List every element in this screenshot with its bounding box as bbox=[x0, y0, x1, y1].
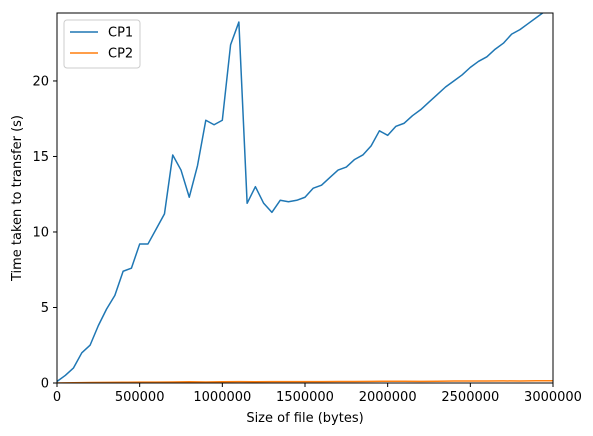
x-tick-label: 2000000 bbox=[359, 390, 417, 405]
series-line-cp1 bbox=[57, 13, 544, 383]
y-tick-label: 15 bbox=[32, 150, 49, 165]
x-axis-label: Size of file (bytes) bbox=[246, 411, 363, 426]
x-tick-label: 1000000 bbox=[193, 390, 251, 405]
y-tick-label: 0 bbox=[41, 377, 49, 392]
y-tick-label: 5 bbox=[41, 301, 49, 316]
y-tick-label: 10 bbox=[32, 225, 49, 240]
x-axis: 0 500000 1000000 1500000 2000000 2500000 30000… bbox=[53, 383, 582, 405]
x-tick-label: 3000000 bbox=[524, 390, 582, 405]
x-tick-label: 500000 bbox=[115, 390, 165, 405]
legend-label-cp1: CP1 bbox=[108, 26, 133, 41]
x-tick-label: 0 bbox=[53, 390, 61, 405]
y-tick-label: 20 bbox=[32, 74, 49, 89]
x-tick-label: 1500000 bbox=[276, 390, 334, 405]
y-axis: 0 5 10 15 20 bbox=[32, 74, 57, 392]
y-axis-label: Time taken to transfer (s) bbox=[10, 115, 25, 282]
series-line-cp2 bbox=[57, 379, 553, 383]
series-layer bbox=[57, 13, 553, 383]
x-tick-label: 2500000 bbox=[441, 390, 499, 405]
legend-label-cp2: CP2 bbox=[108, 47, 133, 62]
